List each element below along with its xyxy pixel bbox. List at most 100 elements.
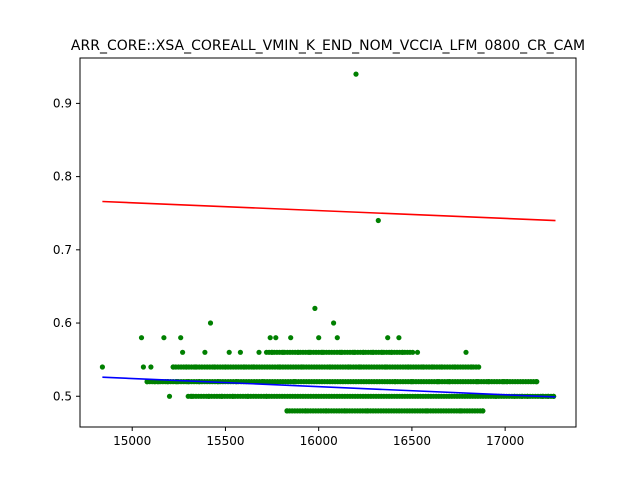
x-tick-label: 17000 (486, 434, 524, 448)
data-point (424, 408, 430, 414)
data-point (180, 349, 186, 355)
x-tick-label: 15000 (113, 434, 151, 448)
data-point (256, 349, 262, 355)
data-point (420, 364, 426, 370)
data-point (189, 393, 195, 399)
data-point (429, 364, 435, 370)
data-point (500, 379, 506, 385)
data-point (357, 364, 363, 370)
data-point (219, 393, 225, 399)
lower-trend-line (102, 376, 556, 398)
data-point (144, 379, 150, 385)
data-point (405, 364, 411, 370)
data-point (504, 379, 510, 385)
data-point (474, 379, 480, 385)
data-point (463, 349, 469, 355)
chart-title: ARR_CORE::XSA_COREALL_VMIN_K_END_NOM_VCC… (71, 38, 585, 54)
data-point (383, 364, 389, 370)
data-point (338, 349, 344, 355)
x-axis-ticks: 15000 15500 16000 16500 17000 (113, 427, 524, 448)
data-point (99, 364, 105, 370)
axes-frame (79, 57, 577, 428)
data-point (446, 379, 452, 385)
data-point (370, 349, 376, 355)
data-point (306, 349, 312, 355)
data-point (250, 364, 256, 370)
regression-lines (102, 200, 556, 398)
data-point (476, 364, 482, 370)
data-point (276, 364, 283, 370)
data-point (260, 379, 266, 385)
data-point (435, 379, 441, 385)
data-point (323, 408, 329, 414)
data-point (206, 393, 212, 399)
data-point (226, 349, 232, 355)
data-point (480, 408, 486, 414)
data-point (288, 335, 294, 341)
data-point (222, 364, 228, 370)
data-point (280, 349, 286, 355)
data-point (178, 335, 184, 341)
data-point (183, 364, 189, 370)
data-point (327, 364, 333, 370)
data-point (385, 335, 391, 341)
data-point (400, 349, 406, 355)
data-point (457, 408, 463, 414)
x-tick-label: 16500 (393, 434, 431, 448)
data-point (230, 393, 236, 399)
data-point (170, 364, 176, 370)
data-point (312, 305, 318, 311)
data-point (439, 364, 445, 370)
data-point (161, 335, 167, 341)
data-point (353, 71, 359, 77)
y-tick-label: 0.9 (53, 96, 72, 110)
data-point (299, 364, 305, 370)
data-point (241, 364, 247, 370)
y-axis-ticks: 0.5 0.6 0.7 0.8 0.9 (53, 96, 80, 403)
data-point (295, 349, 301, 355)
data-point (409, 379, 415, 385)
data-point (469, 364, 475, 370)
data-point (303, 408, 309, 414)
data-point (379, 349, 385, 355)
data-point (207, 320, 214, 326)
data-point (345, 364, 352, 370)
data-point (263, 393, 270, 399)
data-point (193, 364, 199, 370)
data-point (138, 335, 145, 341)
data-point (410, 349, 416, 355)
y-tick-label: 0.8 (53, 170, 72, 184)
data-point (334, 335, 340, 341)
y-tick-label: 0.7 (53, 243, 72, 257)
data-point (211, 364, 217, 370)
data-point (360, 349, 366, 355)
data-point (342, 408, 348, 414)
data-point (284, 408, 290, 414)
y-tick-label: 0.6 (53, 316, 72, 330)
data-point (375, 217, 381, 224)
data-point (148, 364, 154, 370)
data-point (351, 349, 357, 355)
data-point (245, 393, 251, 399)
data-point (269, 349, 275, 355)
data-point (452, 364, 458, 370)
data-point (166, 393, 173, 399)
data-point (202, 349, 208, 355)
data-point (237, 349, 243, 355)
data-point (414, 349, 421, 355)
data-point (331, 320, 337, 326)
data-point (267, 335, 273, 341)
data-point (316, 335, 322, 341)
upper-trend-line (102, 200, 556, 222)
data-point (140, 364, 146, 370)
data-point (364, 408, 370, 414)
x-tick-label: 16000 (300, 434, 338, 448)
x-tick-label: 15500 (206, 434, 244, 448)
data-point (319, 349, 325, 355)
plot-area (80, 58, 576, 427)
data-point (396, 335, 402, 341)
data-point (273, 335, 279, 341)
y-tick-label: 0.5 (53, 389, 72, 403)
data-point (534, 379, 540, 385)
